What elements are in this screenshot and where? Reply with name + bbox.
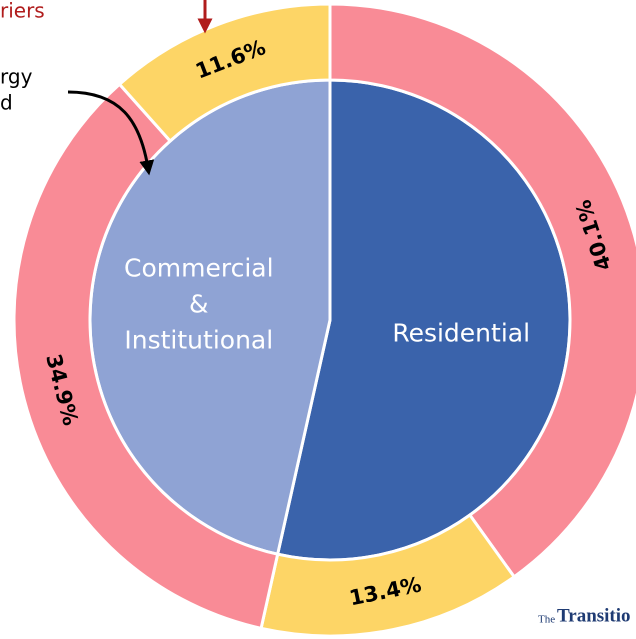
logo-text: The bbox=[538, 614, 555, 626]
wedges bbox=[12, 2, 636, 638]
annotation: d bbox=[0, 91, 13, 115]
arrow bbox=[67, 90, 155, 176]
inner-label: Residential bbox=[392, 318, 530, 347]
outer-segment bbox=[12, 82, 280, 631]
outer-segment bbox=[117, 2, 332, 144]
annotation: rgy bbox=[0, 65, 33, 89]
outer-segment bbox=[328, 2, 636, 579]
inner-label: & bbox=[189, 290, 209, 319]
annotation: riers bbox=[0, 0, 45, 23]
inner-label: Commercial bbox=[124, 254, 274, 283]
inner-label: Institutional bbox=[124, 326, 273, 355]
logo-text: Transitio bbox=[557, 605, 631, 626]
